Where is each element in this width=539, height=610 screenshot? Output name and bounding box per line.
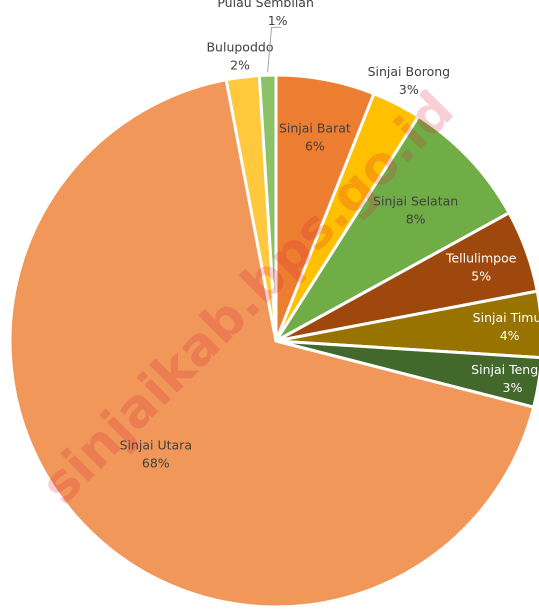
slice-label: Sinjai Timur <box>473 310 539 325</box>
slice-value: 2% <box>230 57 250 72</box>
pie-slice <box>257 73 278 342</box>
slice-value: 6% <box>305 139 325 154</box>
leader-line <box>267 26 282 73</box>
slice-value: 1% <box>268 13 288 28</box>
slice-value: 3% <box>399 82 419 97</box>
slice-label: Sinjai Barat <box>279 121 351 136</box>
slice-label: Tellulimpoe <box>445 251 517 266</box>
slice-label: Sinjai Borong <box>368 64 451 79</box>
pie-slice <box>275 289 539 360</box>
slice-value: 4% <box>500 328 520 343</box>
slice-value: 5% <box>471 269 491 284</box>
slice-value: 8% <box>406 211 426 226</box>
pie-slice <box>8 77 536 609</box>
slice-label: Sinjai Selatan <box>373 193 458 208</box>
slice-value: 68% <box>142 455 170 470</box>
slice-label: Sinjai Utara <box>120 437 192 452</box>
slice-value: 3% <box>503 380 523 395</box>
slice-label: Sinjai Tengah <box>471 362 539 377</box>
slice-label: Pulau Sembilan <box>217 0 314 10</box>
slice-label: Bulupoddo <box>206 39 273 54</box>
pie-slice <box>274 114 512 343</box>
